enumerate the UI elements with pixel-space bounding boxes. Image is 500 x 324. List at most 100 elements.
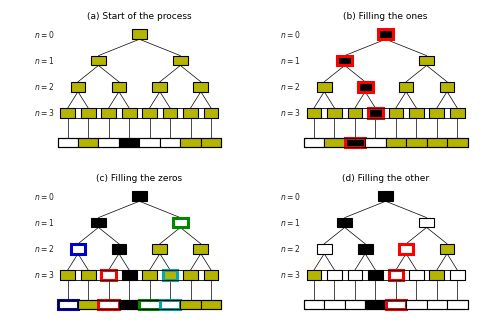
Bar	[140, 137, 160, 147]
Bar	[430, 270, 444, 280]
Bar	[60, 108, 75, 118]
Bar	[81, 270, 96, 280]
Bar	[152, 244, 167, 254]
Bar	[306, 270, 464, 280]
Bar	[450, 270, 464, 280]
Bar	[365, 137, 386, 147]
Bar	[306, 270, 322, 280]
Text: (c) Filling the zeros: (c) Filling the zeros	[96, 174, 182, 183]
Bar	[91, 218, 106, 227]
Bar	[119, 299, 140, 309]
Bar	[447, 299, 468, 309]
Bar	[358, 82, 372, 92]
Bar	[378, 191, 393, 201]
Bar	[324, 137, 344, 147]
Text: (a) Start of the process: (a) Start of the process	[87, 12, 192, 21]
Bar	[122, 270, 136, 280]
Bar	[60, 270, 75, 280]
Text: $n = 2$: $n = 2$	[34, 243, 54, 254]
Text: $n = 0$: $n = 0$	[280, 191, 300, 202]
Text: $n = 1$: $n = 1$	[34, 217, 54, 228]
Bar	[398, 244, 413, 254]
Text: $n = 3$: $n = 3$	[280, 108, 300, 119]
Bar	[70, 244, 86, 254]
Bar	[419, 56, 434, 65]
Bar	[388, 270, 404, 280]
Bar	[304, 137, 324, 147]
Text: $n = 3$: $n = 3$	[280, 270, 300, 281]
Bar	[152, 82, 167, 92]
Bar	[358, 244, 372, 254]
Bar	[58, 299, 222, 309]
Bar	[102, 108, 116, 118]
Bar	[132, 191, 147, 201]
Text: $n = 0$: $n = 0$	[280, 29, 300, 40]
Bar	[344, 299, 365, 309]
Bar	[426, 137, 447, 147]
Bar	[132, 29, 147, 39]
Bar	[58, 137, 78, 147]
Bar	[365, 299, 386, 309]
Text: $n = 2$: $n = 2$	[280, 243, 300, 254]
Bar	[304, 299, 324, 309]
Bar	[180, 299, 201, 309]
Bar	[317, 244, 332, 254]
Text: $n = 0$: $n = 0$	[34, 29, 54, 40]
Bar	[194, 244, 208, 254]
Bar	[162, 270, 178, 280]
Bar	[60, 108, 218, 118]
Bar	[91, 56, 106, 65]
Bar	[419, 218, 434, 227]
Bar	[70, 82, 86, 92]
Bar	[304, 137, 468, 147]
Bar	[58, 137, 222, 147]
Bar	[440, 82, 454, 92]
Bar	[409, 270, 424, 280]
Bar	[378, 29, 393, 39]
Bar	[112, 244, 126, 254]
Bar	[119, 137, 140, 147]
Bar	[112, 82, 126, 92]
Bar	[306, 108, 464, 118]
Bar	[368, 270, 383, 280]
Bar	[173, 56, 188, 65]
Bar	[142, 108, 157, 118]
Bar	[388, 108, 404, 118]
Bar	[194, 82, 208, 92]
Text: $n = 1$: $n = 1$	[34, 55, 54, 66]
Text: (b) Filling the ones: (b) Filling the ones	[344, 12, 428, 21]
Bar	[201, 137, 222, 147]
Bar	[173, 218, 188, 227]
Text: $n = 2$: $n = 2$	[34, 81, 54, 92]
Bar	[406, 299, 426, 309]
Bar	[338, 56, 352, 65]
Text: $n = 3$: $n = 3$	[34, 108, 54, 119]
Bar	[81, 108, 96, 118]
Bar	[102, 270, 116, 280]
Bar	[327, 270, 342, 280]
Bar	[447, 137, 468, 147]
Bar	[450, 108, 464, 118]
Bar	[348, 108, 362, 118]
Bar	[160, 137, 180, 147]
Bar	[140, 299, 160, 309]
Bar	[348, 270, 362, 280]
Bar	[317, 82, 332, 92]
Bar	[78, 137, 98, 147]
Bar	[98, 299, 119, 309]
Text: $n = 1$: $n = 1$	[280, 55, 300, 66]
Bar	[430, 108, 444, 118]
Text: $n = 1$: $n = 1$	[280, 217, 300, 228]
Text: $n = 0$: $n = 0$	[34, 191, 54, 202]
Bar	[344, 137, 365, 147]
Text: (d) Filling the other: (d) Filling the other	[342, 174, 429, 183]
Bar	[58, 299, 78, 309]
Bar	[60, 270, 218, 280]
Bar	[304, 299, 468, 309]
Bar	[386, 299, 406, 309]
Bar	[306, 108, 322, 118]
Bar	[98, 137, 119, 147]
Bar	[398, 82, 413, 92]
Bar	[204, 270, 218, 280]
Bar	[201, 299, 222, 309]
